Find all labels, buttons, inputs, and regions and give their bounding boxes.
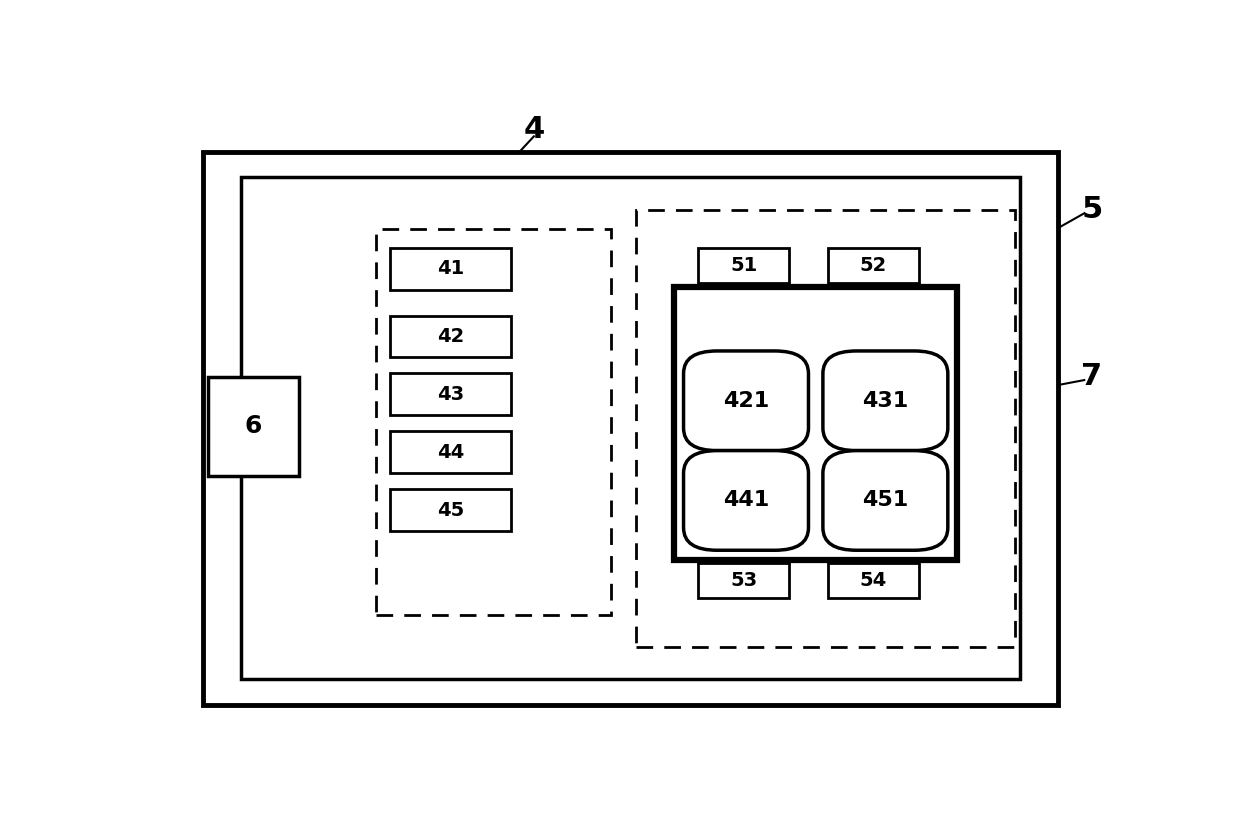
Text: 431: 431 [862,391,909,411]
Bar [698,248,789,283]
Bar [391,373,511,415]
FancyBboxPatch shape [823,451,947,550]
Text: 7: 7 [1081,362,1102,391]
FancyBboxPatch shape [683,351,808,451]
Bar [391,248,511,290]
Bar [391,432,511,473]
Text: 41: 41 [436,260,464,279]
Bar [635,210,1016,647]
Text: 44: 44 [436,443,464,462]
Text: 52: 52 [859,256,887,276]
Text: 4: 4 [525,114,546,144]
Text: 6: 6 [244,414,262,438]
Text: 43: 43 [436,385,464,404]
FancyBboxPatch shape [683,451,808,550]
Bar [828,248,919,283]
Text: 5: 5 [1081,195,1102,224]
FancyBboxPatch shape [823,351,947,451]
Bar [675,286,957,560]
Text: 451: 451 [862,490,909,510]
Bar [828,563,919,599]
Text: 421: 421 [723,391,769,411]
Bar [376,229,611,615]
Bar [698,563,789,599]
Bar [242,177,1021,679]
Bar [208,377,299,476]
Text: 441: 441 [723,490,769,510]
Bar [391,316,511,357]
Text: 53: 53 [730,571,758,590]
Bar [391,489,511,531]
Text: 42: 42 [436,327,464,346]
Bar [203,152,1058,705]
Text: 51: 51 [730,256,758,276]
Text: 54: 54 [859,571,887,590]
Text: 45: 45 [436,500,464,519]
